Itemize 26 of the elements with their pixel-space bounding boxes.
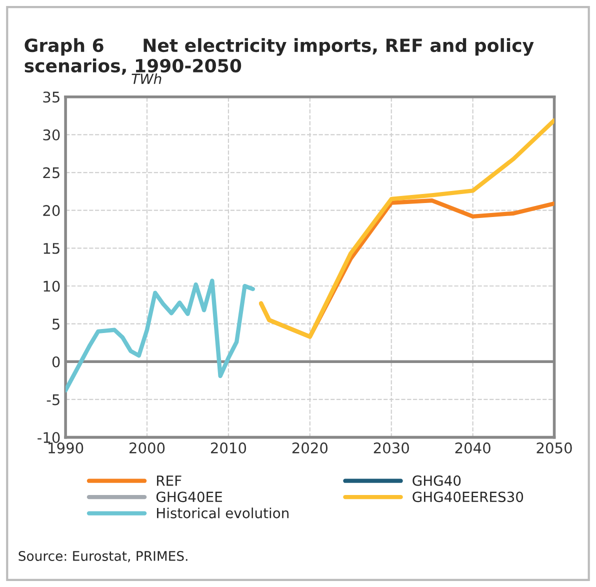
legend-label: Historical evolution bbox=[157, 508, 288, 518]
x-tick-label: 1990 bbox=[48, 442, 84, 454]
legend-label: GHG40EE bbox=[156, 492, 222, 502]
x-tick-label: 2040 bbox=[455, 442, 490, 454]
line-series bbox=[258, 118, 554, 339]
y-tick-label: 25 bbox=[43, 167, 60, 178]
y-tick-label: 5 bbox=[52, 318, 60, 330]
x-tick-label: 2010 bbox=[210, 442, 246, 454]
y-tick-label: 20 bbox=[43, 205, 60, 216]
y-tick-label: -10 bbox=[38, 432, 60, 444]
y-tick-label: 0 bbox=[52, 356, 60, 368]
x-tick-label: 2020 bbox=[292, 442, 328, 454]
source-note: Source: Eurostat, PRIMES. bbox=[18, 550, 188, 562]
y-tick-label: 30 bbox=[43, 129, 60, 140]
legend-label: REF bbox=[157, 476, 182, 486]
y-tick-label: 15 bbox=[44, 243, 60, 254]
y-tick-label: 10 bbox=[44, 280, 60, 292]
y-tick-label: 35 bbox=[43, 92, 60, 103]
line-series bbox=[66, 278, 255, 392]
x-tick-label: 2030 bbox=[374, 442, 409, 454]
legend-label: GHG40EERES30 bbox=[412, 492, 524, 502]
y-tick-label: -5 bbox=[46, 394, 60, 406]
legend-label: GHG40 bbox=[412, 475, 461, 486]
x-tick-label: 2050 bbox=[536, 442, 572, 454]
chart-subtitle: TWh bbox=[132, 73, 162, 84]
x-tick-label: 2000 bbox=[130, 442, 165, 454]
